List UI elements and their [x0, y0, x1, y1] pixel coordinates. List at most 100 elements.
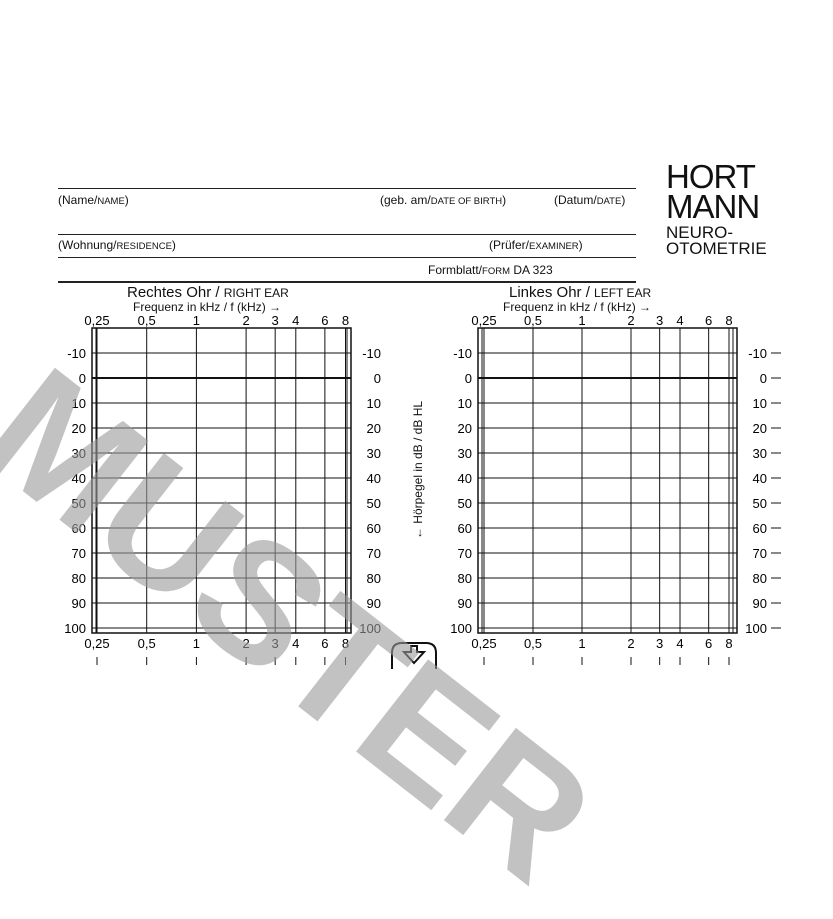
y-tick-label-left: 60: [72, 521, 86, 536]
logo-text: NEURO-: [666, 223, 734, 242]
residence-field[interactable]: (Wohnung/RESIDENCE): [58, 238, 176, 252]
y-tick-label-right: -10: [362, 346, 381, 361]
x-tick-label-bottom: 8: [725, 636, 732, 651]
y-tick-label-left: 80: [72, 571, 86, 586]
label: DATE: [596, 196, 622, 207]
label: ): [621, 193, 626, 207]
date-field[interactable]: (Datum/DATE): [554, 193, 625, 207]
label: (Wohnung/: [58, 238, 117, 252]
x-tick-label-bottom: 3: [272, 636, 279, 651]
x-tick-label-bottom: 1: [193, 636, 200, 651]
logo-text: HORT: [666, 158, 756, 195]
label: Linkes Ohr /: [509, 284, 595, 301]
y-tick-label-left: 50: [458, 496, 472, 511]
x-tick-label-top: 8: [342, 313, 349, 328]
form-number: Formblatt/FORM DA 323: [428, 263, 553, 277]
y-tick-label-left: 70: [458, 546, 472, 561]
x-tick-label-top: 1: [578, 313, 585, 328]
y-tick-label-right: 40: [367, 471, 381, 486]
label: ): [171, 238, 176, 252]
y-tick-label-right: 90: [753, 596, 767, 611]
label: RESIDENCE: [116, 241, 172, 252]
x-tick-label-top: 0,5: [524, 313, 542, 328]
y-tick-label-right: 70: [367, 546, 381, 561]
y-tick-label-right: 0: [760, 371, 767, 386]
x-tick-label-top: 8: [725, 313, 732, 328]
label: ): [124, 193, 129, 207]
y-tick-label-right: 60: [753, 521, 767, 536]
y-tick-label-right: 80: [753, 571, 767, 586]
divider: [58, 234, 636, 235]
x-tick-label-bottom: 6: [705, 636, 712, 651]
x-tick-label-bottom: 2: [627, 636, 634, 651]
y-tick-label-right: 20: [367, 421, 381, 436]
x-tick-label-top: 0,5: [138, 313, 156, 328]
name-field[interactable]: (Name/NAME): [58, 193, 129, 207]
label: EXAMINER: [529, 241, 579, 252]
logo-text: OTOMETRIE: [666, 239, 767, 258]
label: DATE OF BIRTH: [430, 196, 503, 207]
y-tick-label-right: 60: [367, 521, 381, 536]
x-tick-label-top: 6: [321, 313, 328, 328]
x-tick-label-bottom: 6: [321, 636, 328, 651]
y-tick-label-left: 60: [458, 521, 472, 536]
right-ear-title: Rechtes Ohr / RIGHT EAR: [127, 284, 289, 301]
x-tick-label-bottom: 4: [676, 636, 683, 651]
y-tick-label-right: 0: [374, 371, 381, 386]
x-tick-label-bottom: 2: [242, 636, 249, 651]
x-tick-label-bottom: 0,5: [138, 636, 156, 651]
x-tick-label-top: 3: [656, 313, 663, 328]
y-tick-label-left: 10: [72, 396, 86, 411]
y-tick-label-left: 50: [72, 496, 86, 511]
y-tick-label-left: 0: [79, 371, 86, 386]
x-tick-label-top: 2: [627, 313, 634, 328]
logo: HORT MANN NEURO- OTOMETRIE: [666, 158, 767, 258]
label: Formblatt/: [428, 263, 483, 277]
y-tick-label-right: 40: [753, 471, 767, 486]
y-tick-label-left: -10: [67, 346, 86, 361]
x-tick-label-top: 4: [676, 313, 683, 328]
y-tick-label-left: 0: [465, 371, 472, 386]
label: (Prüfer/: [489, 238, 530, 252]
chart-frame: [477, 327, 738, 634]
x-tick-label-top: 2: [242, 313, 249, 328]
dob-field[interactable]: (geb. am/DATE OF BIRTH): [380, 193, 506, 207]
y-tick-label-right: 100: [745, 621, 767, 636]
x-tick-label-bottom: 1: [578, 636, 585, 651]
x-tick-label-bottom: 4: [292, 636, 299, 651]
label: (Datum/: [554, 193, 597, 207]
y-tick-label-left: 100: [64, 621, 86, 636]
x-tick-label-top: 3: [272, 313, 279, 328]
label: (geb. am/: [380, 193, 431, 207]
right-ear-subtitle: Frequenz in kHz / f (kHz) →: [133, 300, 282, 314]
y-tick-label-left: 90: [72, 596, 86, 611]
y-tick-label-right: 50: [753, 496, 767, 511]
y-tick-label-left: 40: [458, 471, 472, 486]
examiner-field[interactable]: (Prüfer/EXAMINER): [489, 238, 583, 252]
label: NAME: [97, 196, 125, 207]
y-tick-label-left: 30: [72, 446, 86, 461]
y-tick-label-right: 10: [367, 396, 381, 411]
x-tick-label-bottom: 0,5: [524, 636, 542, 651]
label: FORM: [482, 266, 510, 277]
label: DA 323: [509, 263, 553, 277]
label: Rechtes Ohr /: [127, 284, 224, 301]
label: RIGHT EAR: [223, 286, 289, 300]
x-tick-label-bottom: 0,25: [471, 636, 496, 651]
y-tick-label-left: 30: [458, 446, 472, 461]
y-tick-label-left: 20: [458, 421, 472, 436]
chart-frame: [91, 327, 352, 634]
divider: [58, 281, 636, 283]
y-tick-label-right: 20: [753, 421, 767, 436]
x-tick-label-top: 1: [193, 313, 200, 328]
y-tick-label-right: 30: [367, 446, 381, 461]
fold-arrow-icon: [391, 642, 437, 669]
y-tick-label-left: 90: [458, 596, 472, 611]
x-tick-label-top: 6: [705, 313, 712, 328]
y-tick-label-right: 10: [753, 396, 767, 411]
y-tick-label-left: -10: [453, 346, 472, 361]
y-tick-label-left: 100: [450, 621, 472, 636]
y-tick-label-left: 20: [72, 421, 86, 436]
x-tick-label-top: 4: [292, 313, 299, 328]
